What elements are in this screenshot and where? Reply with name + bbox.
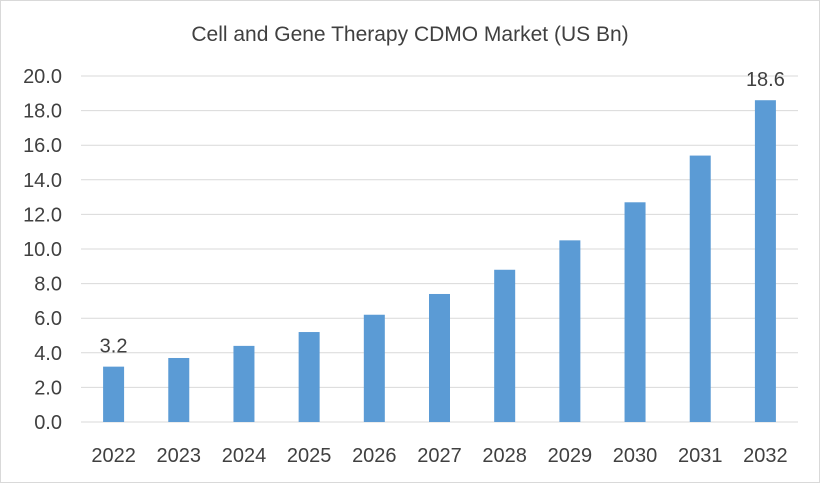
y-tick-label: 2.0: [34, 377, 62, 399]
x-tick-label: 2024: [222, 445, 267, 467]
bar-2026: [363, 314, 385, 422]
x-tick-label: 2030: [613, 445, 658, 467]
x-tick-label: 2025: [287, 445, 332, 467]
x-tick-label: 2031: [678, 445, 723, 467]
gridlines: [81, 75, 798, 423]
y-tick-label: 18.0: [23, 101, 62, 123]
y-tick-label: 14.0: [23, 170, 62, 192]
y-tick-label: 12.0: [23, 204, 62, 226]
x-tick-label: 2022: [91, 445, 136, 467]
x-tick-label: 2028: [482, 445, 527, 467]
data-labels: 3.2 18.6: [100, 69, 785, 357]
data-label-2032: 18.6: [746, 69, 785, 91]
bar-2030: [624, 202, 646, 422]
y-tick-label: 20.0: [23, 66, 62, 88]
bar-2022: [103, 366, 125, 422]
y-tick-label: 8.0: [34, 274, 62, 296]
x-tick-label: 2026: [352, 445, 397, 467]
x-tick-label: 2032: [743, 445, 788, 467]
y-tick-label: 4.0: [34, 343, 62, 365]
bar-2024: [233, 345, 255, 422]
y-tick-label: 0.0: [34, 412, 62, 434]
x-tick-label: 2027: [417, 445, 462, 467]
y-tick-label: 6.0: [34, 308, 62, 330]
bar-2029: [559, 240, 581, 422]
bar-2023: [168, 357, 190, 422]
bar-2027: [429, 293, 450, 422]
y-axis-ticks: 0.0 2.0 4.0 6.0 8.0 10.0 12.0 14.0 16.0 18.0 20.0: [23, 66, 62, 434]
chart-title: Cell and Gene Therapy CDMO Market (US Bn…: [191, 23, 628, 46]
bar-2028: [494, 269, 516, 422]
data-label-2022: 3.2: [100, 336, 128, 358]
bar-2031: [689, 155, 711, 422]
bars: [103, 100, 776, 422]
x-tick-label: 2029: [548, 445, 593, 467]
bar-2032: [754, 100, 776, 422]
y-tick-label: 10.0: [23, 239, 62, 261]
x-tick-label: 2023: [157, 445, 202, 467]
bar-2025: [298, 332, 320, 422]
y-tick-label: 16.0: [23, 135, 62, 157]
x-axis-ticks: 2022 2023 2024 2025 2026 2027 2028 2029 2030 2031…: [91, 445, 787, 467]
